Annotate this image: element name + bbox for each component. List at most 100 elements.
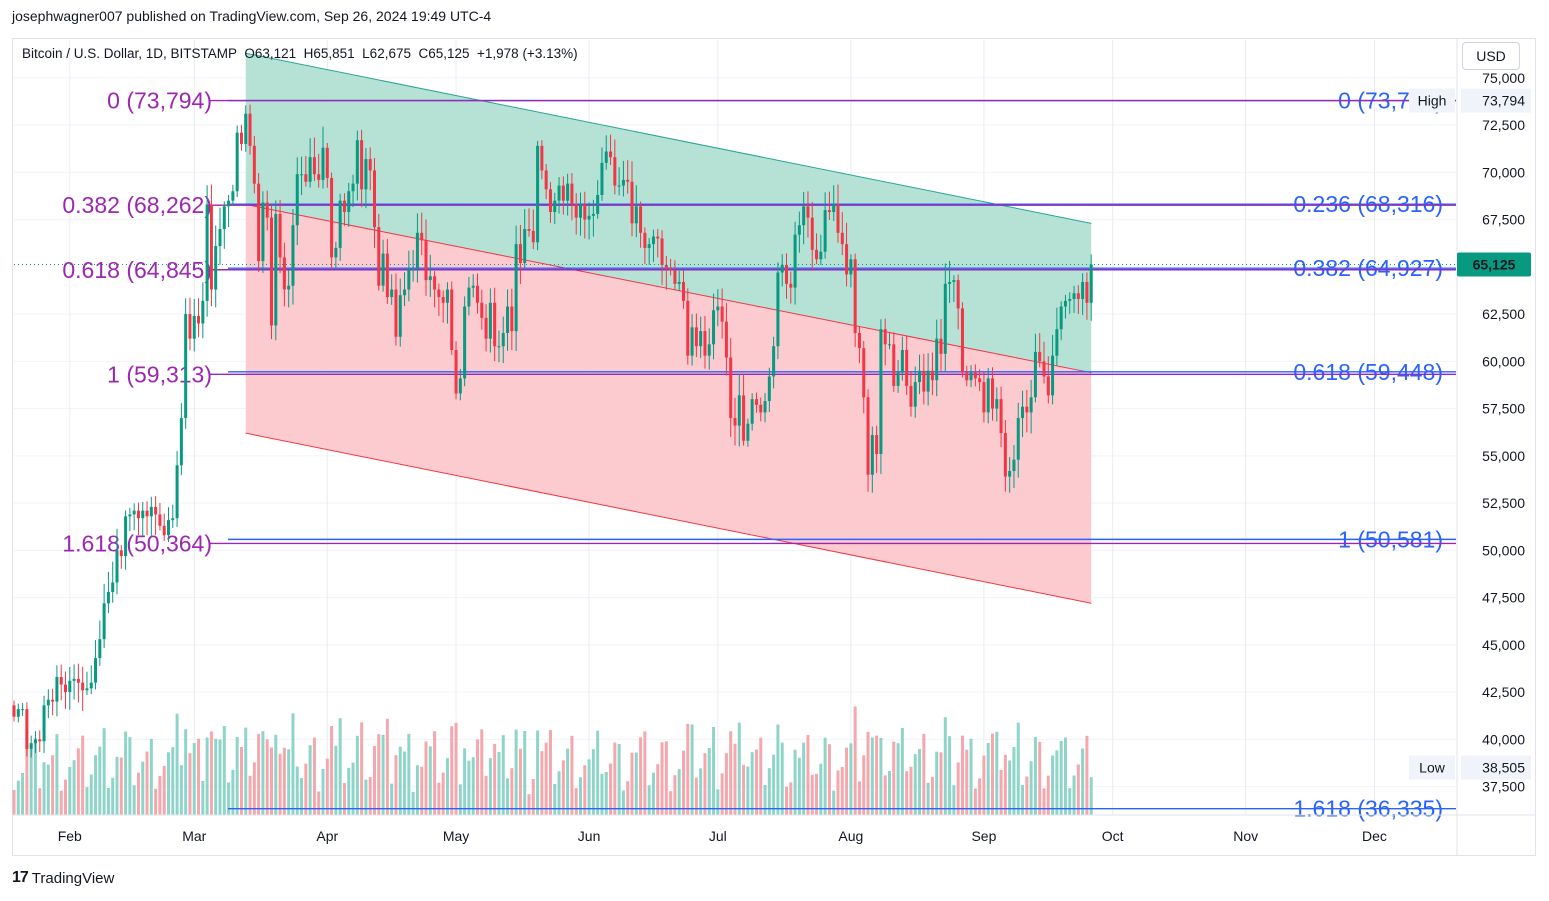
candle-body bbox=[1072, 293, 1076, 299]
candle-body bbox=[772, 346, 776, 377]
volume-bar bbox=[76, 748, 80, 815]
volume-bar bbox=[827, 744, 831, 815]
candle-body bbox=[669, 268, 673, 271]
candle-body bbox=[591, 213, 595, 216]
volume-bar bbox=[94, 755, 98, 815]
volume-bar bbox=[227, 782, 231, 815]
fib-left-label: 0.382 (68,262) bbox=[62, 192, 212, 218]
candle-body bbox=[1055, 329, 1059, 356]
volume-bar bbox=[514, 729, 518, 815]
candle-body bbox=[21, 709, 25, 711]
fib-left-label: 1 (59,313) bbox=[107, 361, 212, 387]
volume-bar bbox=[317, 791, 321, 815]
volume-bar bbox=[544, 742, 548, 815]
candle-body bbox=[518, 244, 522, 264]
candle-body bbox=[407, 268, 411, 290]
time-axis: Feb Mar Apr May Jun Jul Aug Sep Oct Nov Dec bbox=[12, 814, 1536, 844]
volume-bar bbox=[870, 737, 874, 815]
volume-bar bbox=[681, 750, 686, 815]
candle-body bbox=[42, 705, 46, 742]
volume-bar bbox=[690, 724, 694, 815]
volume-bar bbox=[445, 758, 449, 815]
candle-body bbox=[342, 200, 346, 213]
volume-bar bbox=[304, 763, 308, 815]
candle-body bbox=[707, 344, 711, 356]
volume-bar bbox=[1012, 747, 1016, 815]
candle-body bbox=[214, 246, 218, 290]
candle-body bbox=[866, 397, 870, 475]
candle-body bbox=[540, 145, 544, 171]
candle-body bbox=[257, 183, 261, 262]
channel-upper-line bbox=[245, 52, 1092, 224]
volume-bar bbox=[111, 777, 115, 815]
candle-body bbox=[175, 465, 179, 519]
candle-body bbox=[154, 506, 158, 515]
channel-lower-line bbox=[245, 432, 1092, 604]
volume-bar bbox=[879, 738, 883, 815]
volume-bar bbox=[604, 772, 608, 815]
fib-right-label: 1 (50,581) bbox=[1338, 526, 1443, 552]
candle-body bbox=[960, 308, 964, 373]
candle-body bbox=[733, 418, 737, 426]
candle-body bbox=[81, 682, 85, 691]
candle-body bbox=[656, 236, 660, 239]
candle-body bbox=[76, 678, 80, 683]
candle-body bbox=[338, 200, 342, 248]
time-tick-label: May bbox=[443, 828, 469, 844]
candle-body bbox=[510, 306, 514, 332]
candle-body bbox=[158, 514, 162, 526]
volume-bar bbox=[909, 766, 913, 815]
volume-bar bbox=[866, 731, 870, 815]
candle-body bbox=[677, 281, 681, 284]
volume-bar bbox=[175, 713, 179, 815]
volume-bar bbox=[89, 774, 93, 815]
volume-bar bbox=[411, 792, 415, 815]
candle-body bbox=[1046, 376, 1050, 396]
candle-body bbox=[630, 181, 634, 224]
volume-bar bbox=[609, 763, 613, 815]
volume-bar bbox=[1042, 788, 1046, 815]
candle-body bbox=[913, 382, 917, 407]
candle-body bbox=[930, 370, 934, 381]
candle-body bbox=[853, 259, 857, 333]
currency-selector[interactable]: USD bbox=[1462, 42, 1520, 70]
price-tick-label: 40,000 bbox=[1482, 731, 1525, 747]
candle-body bbox=[681, 281, 686, 301]
candle-body bbox=[385, 253, 389, 298]
volume-bar bbox=[930, 776, 934, 815]
volume-bar bbox=[239, 747, 243, 815]
volume-bar bbox=[338, 718, 342, 815]
volume-bar bbox=[900, 728, 904, 815]
candle-body bbox=[754, 399, 758, 405]
candle-body bbox=[1033, 351, 1037, 398]
candle-body bbox=[441, 297, 445, 303]
candle-body bbox=[1038, 351, 1042, 362]
candle-body bbox=[561, 185, 565, 201]
volume-bar bbox=[527, 794, 531, 815]
volume-bar bbox=[557, 771, 561, 815]
candle-body bbox=[566, 183, 570, 201]
candle-body bbox=[982, 382, 986, 413]
volume-bar bbox=[634, 752, 638, 815]
high-value-box bbox=[1461, 88, 1531, 113]
candle-body bbox=[278, 213, 282, 258]
volume-bar bbox=[29, 748, 33, 815]
candle-body bbox=[939, 338, 943, 354]
candle-body bbox=[789, 283, 793, 288]
candle-body bbox=[12, 705, 16, 717]
volume-bar bbox=[390, 783, 394, 815]
channel-lower-zone bbox=[245, 204, 1092, 604]
candle-body bbox=[231, 191, 235, 201]
volume-bar bbox=[600, 773, 604, 815]
volume-bar bbox=[960, 735, 964, 815]
volume-bar bbox=[291, 713, 295, 815]
candle-body bbox=[827, 210, 831, 213]
candle-body bbox=[978, 378, 982, 383]
volume-bar bbox=[454, 722, 458, 815]
candle-body bbox=[63, 684, 68, 693]
volume-bar bbox=[493, 743, 497, 815]
candle-body bbox=[471, 285, 475, 288]
volume-bar bbox=[480, 729, 484, 815]
candle-body bbox=[965, 372, 969, 381]
